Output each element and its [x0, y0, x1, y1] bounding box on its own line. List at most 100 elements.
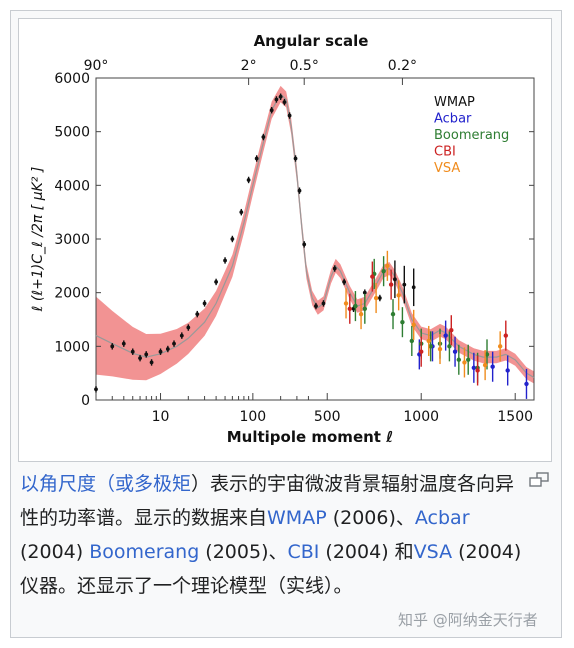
data-point — [373, 295, 379, 301]
data-point — [426, 338, 431, 344]
figure-caption: 以角尺度（或多极矩）表示的宇宙微波背景辐射温度各向异性的功率谱。显示的数据来自W… — [20, 467, 525, 603]
data-point — [138, 356, 142, 361]
data-point — [302, 242, 307, 247]
caption-text-6: (2004) 仪器。还显示了一个理论模型（实线）。 — [20, 541, 522, 597]
caption-link-cbi[interactable]: CBI — [287, 541, 320, 563]
data-point — [282, 100, 287, 105]
data-point — [165, 347, 170, 351]
data-point — [524, 381, 529, 387]
data-point — [110, 344, 115, 349]
data-point — [94, 387, 98, 392]
data-point — [400, 319, 405, 325]
data-point — [388, 282, 394, 287]
y-tick-label: 2000 — [54, 286, 90, 302]
data-point — [202, 301, 207, 306]
legend-entry: WMAP — [434, 95, 475, 110]
data-point — [396, 293, 401, 298]
x-tick-label: 10 — [152, 409, 170, 425]
top-tick-label: 2° — [241, 58, 257, 74]
x-tick-label: 100 — [239, 409, 266, 425]
data-point — [428, 344, 433, 349]
data-point — [172, 341, 176, 346]
data-point — [246, 178, 251, 182]
data-point — [261, 135, 266, 139]
model-band-area — [96, 85, 534, 384]
caption-text-5: (2004) 和 — [319, 541, 414, 563]
data-point — [358, 311, 364, 317]
data-point — [293, 156, 298, 161]
caption-link-angular-scale[interactable]: 以角尺度（或多极矩 — [20, 473, 192, 495]
data-point — [381, 269, 386, 274]
data-point — [409, 338, 415, 344]
x-tick-label: 1500 — [497, 409, 533, 425]
data-point — [362, 290, 367, 295]
data-point — [321, 301, 326, 306]
watermark: 知乎 @阿纳金天行者 — [398, 611, 538, 629]
data-point — [130, 349, 135, 354]
data-point — [411, 322, 416, 328]
data-point — [490, 364, 495, 369]
data-point — [144, 352, 149, 357]
data-point — [297, 188, 302, 193]
caption-link-boomerang[interactable]: Boomerang — [89, 541, 200, 563]
top-tick-label: 0.2° — [388, 58, 417, 74]
data-point — [314, 304, 318, 308]
top-tick-label: 0.5° — [290, 58, 319, 74]
data-point — [437, 346, 443, 352]
data-point — [390, 311, 396, 317]
caption-text-2: (2006)、 — [326, 507, 415, 529]
y-tick-label: 0 — [81, 393, 90, 409]
data-point — [462, 360, 467, 365]
data-point — [447, 344, 452, 349]
data-point — [471, 365, 477, 370]
caption-link-wmap[interactable]: WMAP — [267, 507, 327, 529]
caption-text-1: ）表示的宇宙微波背景辐射温度各向异性的功率谱。显示的数据来自 — [20, 473, 515, 529]
y-tick-label: 1000 — [54, 339, 90, 355]
data-points — [94, 93, 529, 399]
y-axis-title: ℓ (ℓ+1)C_ℓ /2π [ μK² ] — [30, 167, 46, 313]
caption-link-vsa[interactable]: VSA — [413, 541, 453, 563]
data-point — [475, 368, 480, 373]
data-point — [452, 349, 458, 354]
data-point — [269, 108, 274, 113]
data-point — [362, 306, 368, 311]
data-point — [179, 333, 184, 338]
data-point — [343, 301, 349, 306]
magnify-icon[interactable] — [528, 472, 550, 490]
data-point — [443, 333, 448, 338]
data-point — [419, 349, 424, 354]
legend-entry: Boomerang — [434, 128, 509, 143]
axis-labels: 0 1000 2000 3000 4000 5000 6000 10 100 500 1000 150… — [30, 32, 533, 446]
x-tick-label: 1000 — [403, 409, 439, 425]
data-point — [392, 277, 397, 282]
data-point — [332, 266, 337, 271]
data-point — [505, 368, 510, 373]
legend-entry: VSA — [434, 161, 460, 176]
data-point — [484, 352, 490, 357]
caption-link-acbar[interactable]: Acbar — [414, 507, 470, 529]
data-point — [497, 344, 503, 349]
legend-entry: Acbar — [434, 112, 472, 127]
y-tick-label: 4000 — [54, 178, 90, 194]
data-point — [353, 303, 358, 309]
data-point — [466, 357, 471, 362]
data-point — [214, 280, 219, 284]
data-point — [254, 156, 259, 161]
data-point — [158, 349, 163, 354]
top-tick-label: 90° — [84, 58, 109, 74]
data-point — [230, 237, 235, 241]
y-tick-label: 5000 — [54, 125, 90, 141]
data-point — [287, 113, 292, 118]
caption-text-4: (2005)、 — [199, 541, 288, 563]
axes — [95, 77, 535, 401]
data-point — [342, 280, 347, 284]
legend-entry: CBI — [434, 145, 456, 160]
y-tick-label: 3000 — [54, 232, 90, 248]
data-point — [411, 285, 416, 290]
data-point — [370, 274, 375, 279]
data-point — [456, 357, 462, 362]
model-uncertainty-band — [96, 85, 534, 384]
data-point — [449, 328, 454, 333]
data-point — [385, 263, 390, 269]
